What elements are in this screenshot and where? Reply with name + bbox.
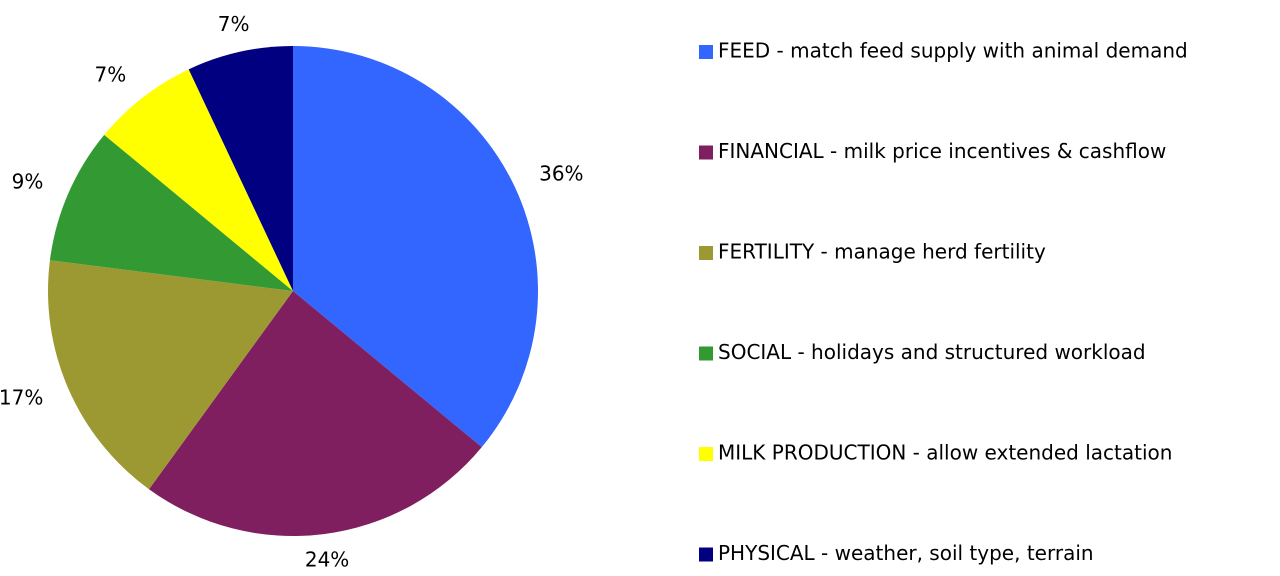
legend-label: FEED - match feed supply with animal dem… [718, 39, 1188, 63]
legend-label: SOCIAL - holidays and structured workloa… [718, 340, 1146, 364]
data-label: 7% [95, 63, 127, 87]
data-label: 24% [305, 547, 349, 571]
pie-slice [148, 291, 482, 536]
legend-swatch [699, 547, 713, 562]
legend-swatch [699, 346, 713, 361]
data-label: 7% [218, 12, 250, 36]
legend-label: MILK PRODUCTION - allow extended lactati… [718, 441, 1172, 465]
legend-label: FINANCIAL - milk price incentives & cash… [718, 139, 1166, 163]
data-label: 17% [0, 386, 43, 410]
legend-swatch [699, 246, 713, 260]
legend-label: FERTILITY - manage herd fertility [718, 240, 1046, 264]
legend-swatch [699, 145, 713, 160]
pie-slice [104, 69, 293, 291]
legend-swatch [699, 447, 713, 461]
pie-slice [49, 134, 293, 291]
data-label: 36% [539, 162, 583, 186]
pie-slice [188, 46, 293, 291]
legend-label: PHYSICAL - weather, soil type, terrain [718, 541, 1094, 565]
data-label: 9% [12, 169, 44, 193]
legend-swatch [699, 45, 713, 59]
pie-slice [48, 260, 294, 490]
pie-slice [293, 46, 538, 448]
